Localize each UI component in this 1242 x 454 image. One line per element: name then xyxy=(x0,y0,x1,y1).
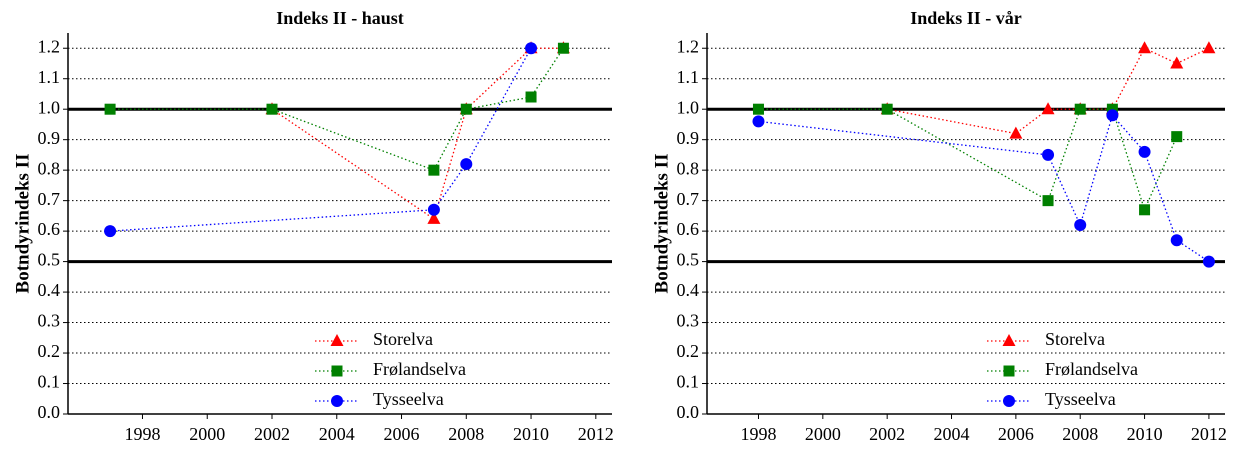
data-point xyxy=(1170,56,1184,69)
series-line xyxy=(758,108,1178,212)
y-tick-label: 0.7 xyxy=(38,189,61,209)
y-tick-label: 0.7 xyxy=(677,189,700,209)
x-tick-label: 2004 xyxy=(319,424,355,444)
data-point xyxy=(1042,195,1054,207)
y-tick-label: 1.2 xyxy=(38,36,61,56)
y-tick-label: 1.0 xyxy=(38,97,61,117)
series-line xyxy=(887,47,1210,135)
x-tick-label: 2000 xyxy=(805,424,841,444)
legend-label: Frølandselva xyxy=(1045,359,1138,379)
y-axis-label: Botndyrindeks II xyxy=(651,154,672,294)
y-tick-label: 0.2 xyxy=(38,341,61,361)
data-point xyxy=(460,158,473,171)
data-point xyxy=(752,103,764,115)
data-point xyxy=(1138,145,1151,158)
legend-label: Storelva xyxy=(373,329,433,349)
x-tick-label: 2000 xyxy=(189,424,225,444)
x-tick-label: 2006 xyxy=(384,424,420,444)
x-tick-label: 2008 xyxy=(448,424,484,444)
data-point xyxy=(525,91,537,103)
series-line xyxy=(110,47,532,232)
data-point xyxy=(428,164,440,176)
legend-marker xyxy=(1003,395,1015,407)
x-tick-label: 2006 xyxy=(998,424,1034,444)
x-tick-label: 2010 xyxy=(1127,424,1163,444)
data-point xyxy=(460,103,472,115)
legend-marker xyxy=(1002,334,1016,346)
y-tick-label: 0.3 xyxy=(677,311,700,331)
data-point xyxy=(1171,131,1183,143)
y-tick-label: 1.2 xyxy=(677,36,700,56)
data-point xyxy=(266,103,278,115)
x-tick-label: 2012 xyxy=(578,424,614,444)
data-point xyxy=(427,203,440,216)
y-tick-label: 0.9 xyxy=(38,128,61,148)
data-point xyxy=(1041,102,1055,115)
y-tick-label: 0.3 xyxy=(38,311,61,331)
data-point xyxy=(525,42,538,55)
data-point xyxy=(557,42,569,54)
y-tick-label: 1.1 xyxy=(38,67,61,87)
y-tick-label: 0.0 xyxy=(677,402,700,422)
legend-marker xyxy=(330,334,344,346)
legend-label: Tysseelva xyxy=(1045,389,1116,409)
series-line xyxy=(271,47,564,220)
y-tick-label: 0.5 xyxy=(38,250,61,270)
data-point xyxy=(881,103,893,115)
series-line xyxy=(110,47,564,171)
x-tick-label: 2010 xyxy=(513,424,549,444)
y-tick-label: 0.6 xyxy=(677,219,700,239)
data-point xyxy=(1009,126,1023,139)
data-point xyxy=(104,225,117,238)
chart-title: Indeks II - vår xyxy=(910,8,1022,28)
y-tick-label: 0.4 xyxy=(38,280,61,300)
legend-label: Frølandselva xyxy=(373,359,466,379)
x-tick-label: 2004 xyxy=(934,424,970,444)
data-point xyxy=(1042,148,1055,161)
x-tick-label: 1998 xyxy=(740,424,776,444)
data-point xyxy=(1138,41,1152,54)
data-point xyxy=(1170,234,1183,247)
series-line xyxy=(758,113,1210,263)
data-point xyxy=(104,103,116,115)
legend-label: Tysseelva xyxy=(373,389,444,409)
y-axis-label: Botndyrindeks II xyxy=(12,154,33,294)
x-tick-label: 2012 xyxy=(1191,424,1227,444)
legend-marker xyxy=(1003,365,1015,377)
data-point xyxy=(1106,109,1119,122)
y-tick-label: 1.0 xyxy=(677,97,700,117)
y-tick-label: 0.1 xyxy=(677,372,700,392)
legend-marker xyxy=(331,365,343,377)
y-tick-label: 0.9 xyxy=(677,128,700,148)
legend-marker xyxy=(331,395,343,407)
y-tick-label: 0.6 xyxy=(38,219,61,239)
data-point xyxy=(1074,219,1087,232)
y-tick-label: 0.8 xyxy=(677,158,700,178)
chart: Indeks II - vår Botndyrindeks II 0.0 0.1 0.2… xyxy=(651,8,1227,444)
chart: Indeks II - haust Botndyrindeks II 0.0 0.1 0… xyxy=(12,8,614,444)
data-point xyxy=(1202,41,1216,54)
data-point xyxy=(1106,103,1118,115)
y-tick-label: 1.1 xyxy=(677,67,700,87)
x-tick-label: 2002 xyxy=(869,424,905,444)
y-tick-label: 0.1 xyxy=(38,372,61,392)
data-point xyxy=(427,211,441,224)
y-tick-label: 0.5 xyxy=(677,250,700,270)
x-tick-label: 2002 xyxy=(254,424,290,444)
legend-label: Storelva xyxy=(1045,329,1105,349)
data-point xyxy=(1139,204,1151,216)
data-point xyxy=(752,115,765,128)
y-tick-label: 0.2 xyxy=(677,341,700,361)
y-tick-label: 0.4 xyxy=(677,280,700,300)
x-tick-label: 2008 xyxy=(1062,424,1098,444)
y-tick-label: 0.0 xyxy=(38,402,61,422)
x-tick-label: 1998 xyxy=(124,424,160,444)
y-tick-label: 0.8 xyxy=(38,158,61,178)
chart-title: Indeks II - haust xyxy=(276,8,404,28)
data-point xyxy=(1074,103,1086,115)
data-point xyxy=(1202,255,1215,268)
